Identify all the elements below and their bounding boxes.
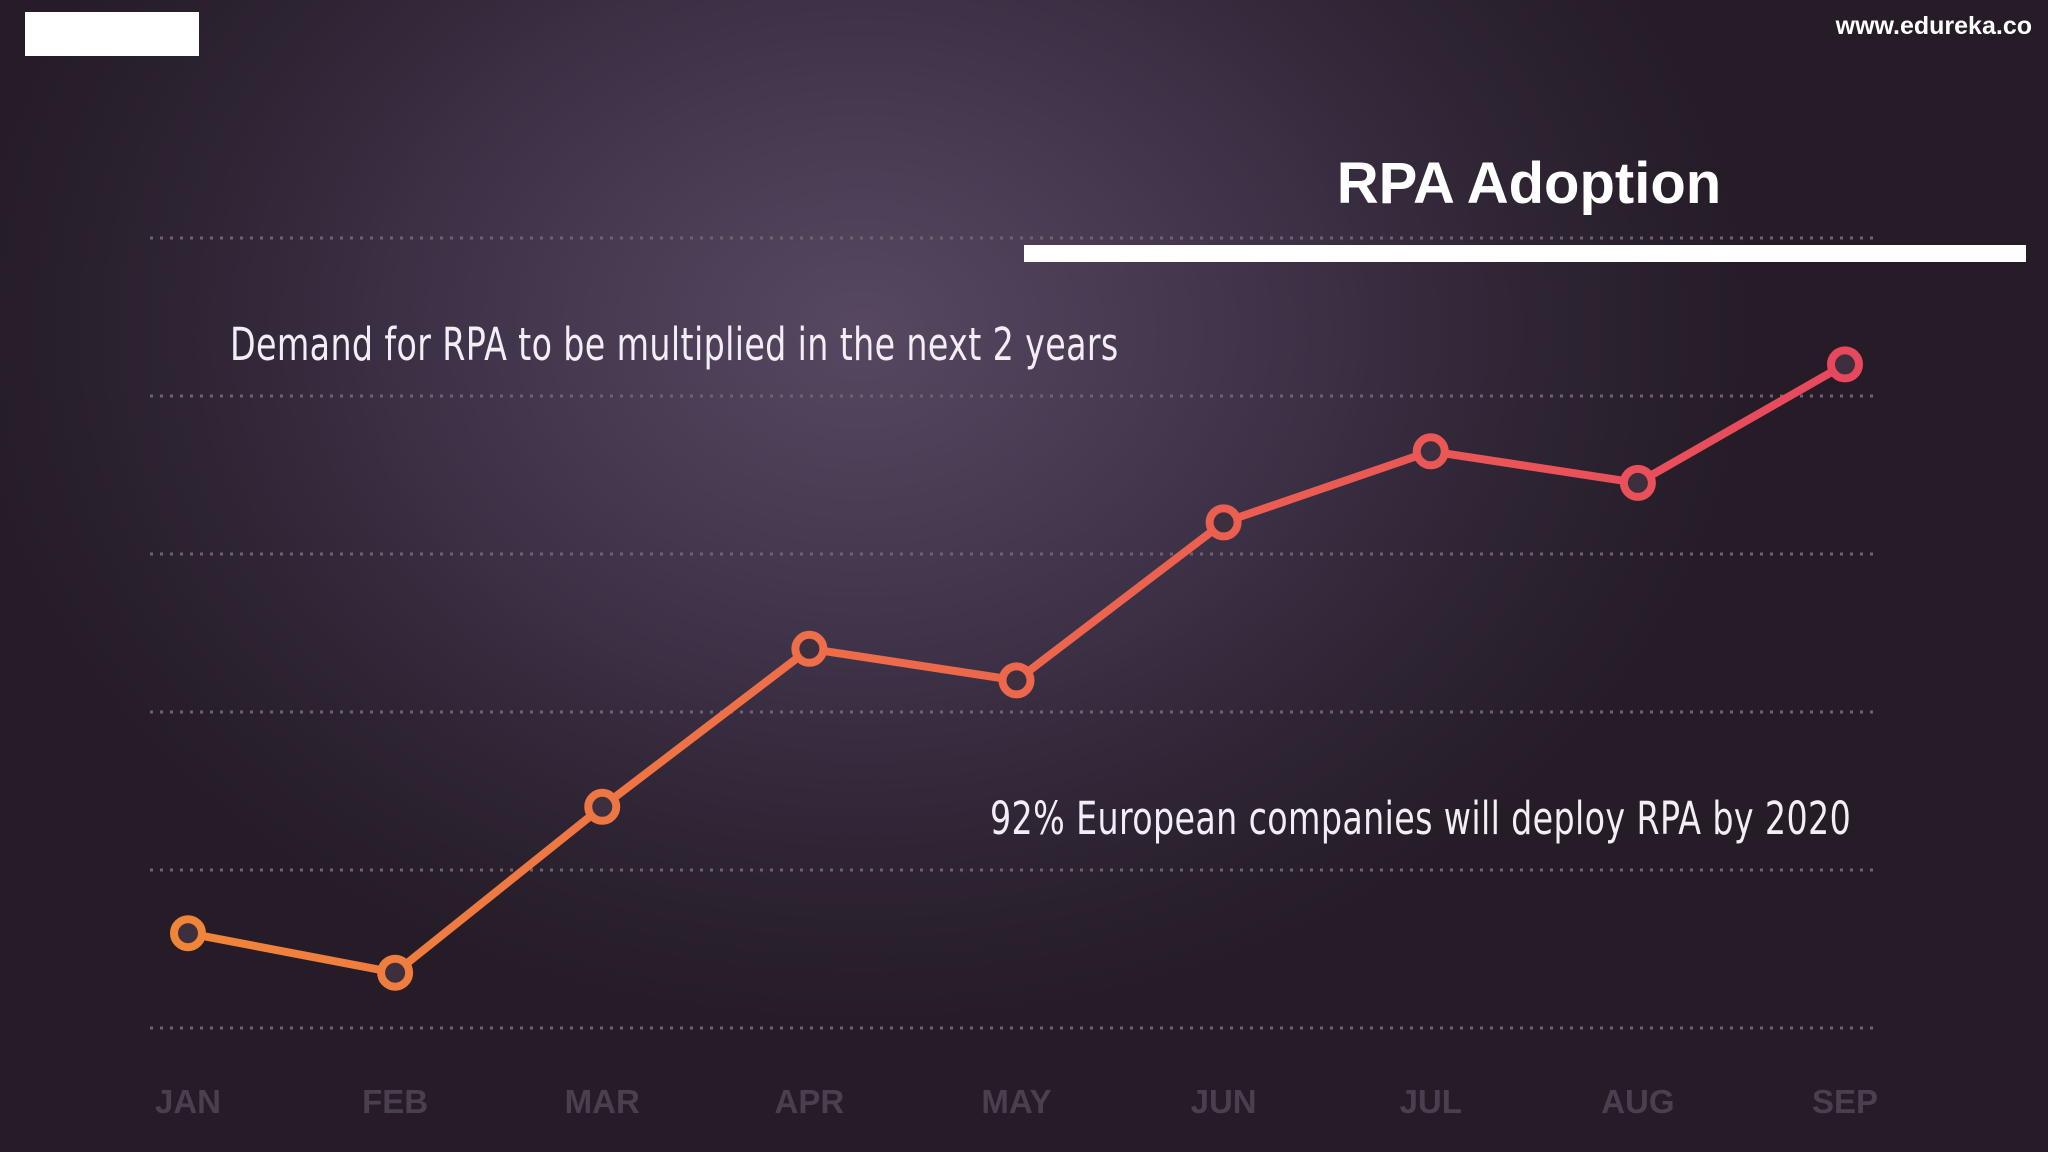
x-tick-label: JUL <box>1400 1083 1462 1120</box>
annotation-demand: Demand for RPA to be multiplied in the n… <box>230 318 1119 371</box>
data-points <box>170 346 1863 991</box>
logo-placeholder <box>25 12 199 56</box>
x-tick-label: APR <box>775 1083 845 1120</box>
data-point-feb <box>377 954 414 991</box>
data-point-jun <box>1205 504 1242 541</box>
data-point-jan <box>170 915 206 952</box>
data-point-mar <box>584 788 621 825</box>
title-underline <box>1024 245 2026 262</box>
data-point-sep <box>1827 346 1863 383</box>
page-title: RPA Adoption <box>1336 151 1722 216</box>
gridlines <box>150 236 1880 1030</box>
data-point-jul <box>1412 433 1449 470</box>
x-axis-ticks: JAN FEB MAR APR MAY JUN JUL AUG SEP <box>155 1083 1878 1120</box>
x-tick-label: MAY <box>981 1083 1051 1120</box>
data-point-apr <box>791 630 828 667</box>
x-tick-label: JAN <box>155 1083 221 1120</box>
x-tick-label: SEP <box>1812 1083 1878 1120</box>
x-tick-label: MAR <box>565 1083 640 1120</box>
data-point-may <box>998 662 1035 699</box>
x-tick-label: AUG <box>1601 1083 1674 1120</box>
x-tick-label: JUN <box>1191 1083 1257 1120</box>
x-tick-label: FEB <box>362 1083 428 1120</box>
site-url[interactable]: www.edureka.co <box>1835 12 2032 40</box>
annotation-europe: 92% European companies will deploy RPA b… <box>990 792 1852 845</box>
data-point-aug <box>1619 464 1656 501</box>
